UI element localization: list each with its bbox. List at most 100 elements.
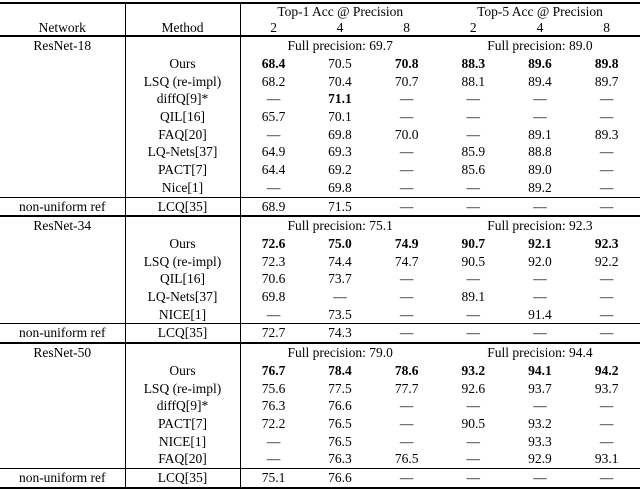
network-cell [0,288,126,306]
value-cell: 93.1 [594,451,619,467]
full-precision-top5-cell: Full precision: 94.4 [487,345,593,361]
method-row: Ours 72.6 75.0 74.9 90.7 92.1 92.3 [0,234,640,253]
header-top5-precision-2: 2 [469,19,477,35]
section-header-row: ResNet-34 Full precision: 75.1 Full precis… [0,216,640,235]
value-cell: 85.9 [461,144,486,160]
value-cell: 93.7 [528,380,552,396]
value-cell: — [533,289,547,305]
value-cell: 76.6 [328,398,352,414]
value-cell: — [573,323,640,345]
value-cell: 74.9 [394,235,419,251]
value-cell: 89.7 [594,73,619,89]
method-cell: LCQ[35] [125,468,241,489]
value-cell: — [533,271,547,287]
method-cell: LCQ[35] [125,196,241,218]
value-cell: — [599,144,614,160]
method-cell: PACT[7] [125,161,241,179]
header-top1-precision-8: 8 [403,19,411,35]
value-cell: 94.2 [594,362,619,378]
value-cell: 73.5 [328,306,352,322]
value-cell: — [439,196,507,218]
ref-row: non-uniform ref LCQ[35] 72.7 74.3— — — — [0,323,640,345]
network-cell: non-uniform ref [0,468,126,489]
value-cell: — [466,179,481,195]
value-cell: 69.8 [261,289,286,305]
header-top1-acc: Top-1 Acc @ Precision [277,4,404,19]
value-cell: 89.8 [594,55,619,71]
value-cell: 72.2 [261,415,286,431]
table-body: ResNet-18 Full precision: 69.7 Full precis… [0,36,640,489]
method-cell [125,216,241,235]
value-cell: — [266,179,281,195]
value-cell: — [599,271,614,287]
value-cell: — [599,433,614,449]
header-network: Network [0,3,126,37]
method-cell: Ours [125,361,241,380]
method-cell [125,36,241,55]
value-cell: — [599,91,614,107]
method-cell: NICE[1] [125,305,241,324]
method-cell: NICE[1] [125,432,241,451]
value-cell: — [466,109,481,124]
value-cell: 70.0 [394,126,419,142]
header-top5-precision-4: 4 [536,19,544,35]
value-cell: 68.2 [261,73,286,89]
value-cell: 89.2 [528,179,552,195]
value-cell: 76.5 [394,451,419,467]
value-cell: 89.1 [461,289,486,305]
method-row: LQ-Nets[37] 64.9 69.3 — 85.9 88.8 — [0,143,640,162]
method-row: Ours 68.4 70.5 70.8 88.3 89.6 89.8 [0,54,640,73]
network-cell: non-uniform ref [0,323,126,345]
network-cell [0,450,126,469]
value-cell: 90.5 [461,415,486,431]
value-cell: — [466,91,481,107]
method-row: PACT[7] 72.2 76.5 — 90.5 93.2 — [0,414,640,433]
header-row-precisions: 2 4 8 2 4 8 [0,20,640,37]
value-cell: 76.3 [261,398,286,414]
value-cell: 92.9 [528,451,552,467]
value-cell: — [573,468,640,489]
network-cell: ResNet-18 [0,36,126,55]
value-cell: 77.7 [394,380,419,396]
value-cell: 69.3 [328,144,352,160]
value-cell: 92.6 [461,380,486,396]
value-cell: — [466,306,481,322]
method-cell: LSQ (re-impl) [125,252,241,271]
header-method: Method [125,3,241,37]
value-cell: — [266,433,281,449]
method-cell: LQ-Nets[37] [125,288,241,306]
method-cell: LSQ (re-impl) [125,72,241,91]
header-row-top: Network Method Top-1 Acc @ Precision Top… [0,3,640,37]
network-cell [0,143,126,162]
value-cell: — [466,126,481,142]
value-cell: — [599,415,614,431]
value-cell: — [466,433,481,449]
value-cell: — [599,162,614,178]
value-cell: 89.4 [528,73,552,89]
value-cell: — [439,323,507,345]
network-cell [0,379,126,398]
method-row: FAQ[20] — 69.8 70.0 — 89.1 89.3 [0,125,640,144]
network-cell [0,432,126,451]
value-cell: 93.2 [528,415,552,431]
method-cell: Nice[1] [125,178,241,198]
value-cell: 93.2 [461,362,486,378]
value-cell: 89.6 [528,55,552,71]
value-cell: — [399,398,414,414]
value-cell: — [399,289,414,305]
value-cell: 92.0 [528,253,552,269]
value-cell: 71.5 [306,196,374,218]
value-cell: 88.1 [461,73,486,89]
value-cell: — [506,196,574,218]
value-cell: 68.9 [240,196,307,218]
value-cell: — [266,306,281,322]
value-cell: — [573,196,640,218]
value-cell: — [373,323,440,345]
method-cell [125,343,241,362]
value-cell: — [599,306,614,322]
network-cell [0,72,126,91]
value-cell: — [399,306,414,322]
network-cell: ResNet-50 [0,343,126,362]
value-cell: — [466,451,481,467]
